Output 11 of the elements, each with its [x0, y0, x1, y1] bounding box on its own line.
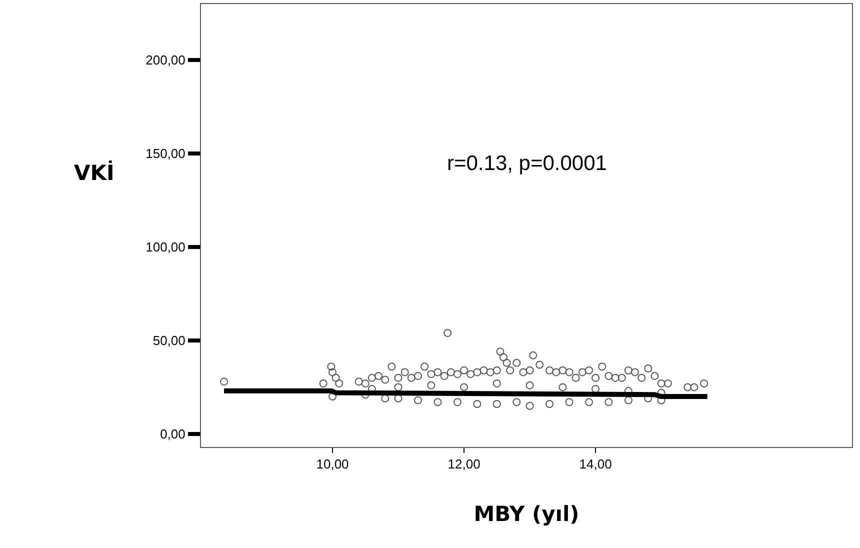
y-tick-label: 150,00	[146, 146, 186, 162]
x-tick-label: 14,00	[579, 456, 612, 472]
y-tick-label: 100,00	[146, 240, 186, 255]
x-tick-label: 12,00	[448, 456, 480, 472]
y-tick-label: 200,00	[146, 52, 186, 68]
y-tick-label: 50,00	[152, 333, 186, 348]
x-tick-label: 10,00	[316, 456, 349, 472]
x-axis-title: MBY (yıl)	[474, 502, 580, 526]
y-tick-label: 0,00	[160, 426, 186, 442]
annotation: r=0.13, p=0.0001	[447, 152, 607, 175]
y-axis-title: VKİ	[74, 160, 114, 185]
